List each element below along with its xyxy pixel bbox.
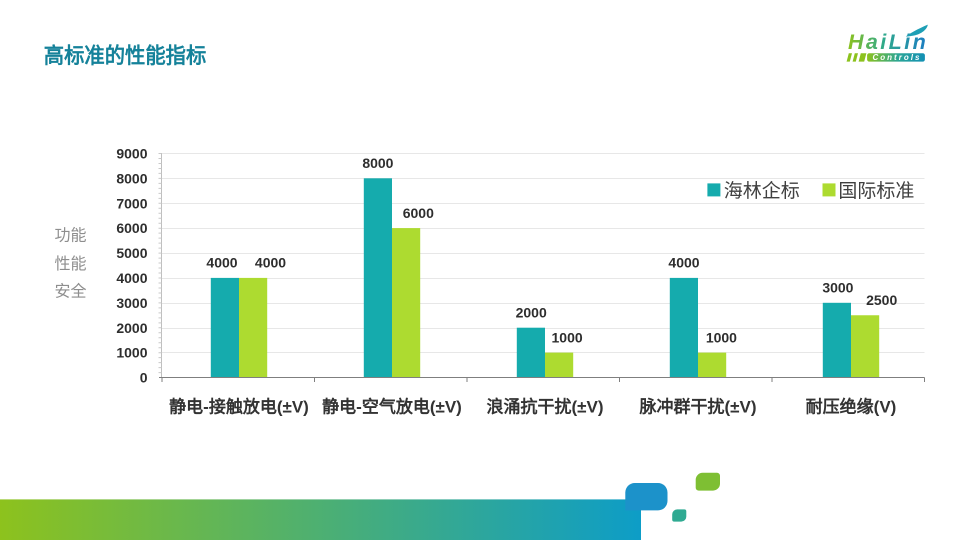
svg-text:脉冲群干扰(±V): 脉冲群干扰(±V): [639, 396, 757, 416]
svg-text:静电-空气放电(±V): 静电-空气放电(±V): [322, 396, 462, 416]
svg-text:安全: 安全: [54, 283, 86, 301]
svg-text:3000: 3000: [822, 280, 853, 296]
svg-text:4000: 4000: [116, 270, 147, 286]
svg-text:耐压绝缘(V): 耐压绝缘(V): [806, 396, 897, 416]
svg-text:9000: 9000: [116, 146, 147, 162]
svg-text:5000: 5000: [116, 245, 147, 261]
svg-text:1000: 1000: [116, 345, 147, 361]
svg-text:2000: 2000: [116, 320, 147, 336]
svg-text:8000: 8000: [116, 170, 147, 186]
svg-text:4000: 4000: [255, 255, 286, 271]
svg-text:海林企标: 海林企标: [724, 180, 800, 202]
svg-text:8000: 8000: [362, 155, 393, 171]
svg-text:4000: 4000: [206, 255, 237, 271]
svg-text:静电-接触放电(±V): 静电-接触放电(±V): [169, 396, 309, 416]
svg-text:高标准的性能指标: 高标准的性能指标: [44, 43, 207, 68]
svg-text:1000: 1000: [552, 329, 583, 345]
svg-text:0: 0: [140, 370, 148, 386]
svg-text:6000: 6000: [116, 220, 147, 236]
svg-text:2000: 2000: [516, 304, 547, 320]
svg-text:7000: 7000: [116, 195, 147, 211]
svg-text:4000: 4000: [668, 255, 699, 271]
svg-text:2500: 2500: [866, 292, 897, 308]
svg-text:1000: 1000: [706, 329, 737, 345]
svg-text:6000: 6000: [403, 205, 434, 221]
svg-text:3000: 3000: [116, 295, 147, 311]
svg-text:Controls: Controls: [873, 53, 922, 62]
svg-text:功能: 功能: [54, 227, 86, 245]
svg-text:浪涌抗干扰(±V): 浪涌抗干扰(±V): [487, 396, 604, 416]
svg-text:性能: 性能: [54, 255, 86, 273]
svg-text:国际标准: 国际标准: [838, 180, 914, 202]
